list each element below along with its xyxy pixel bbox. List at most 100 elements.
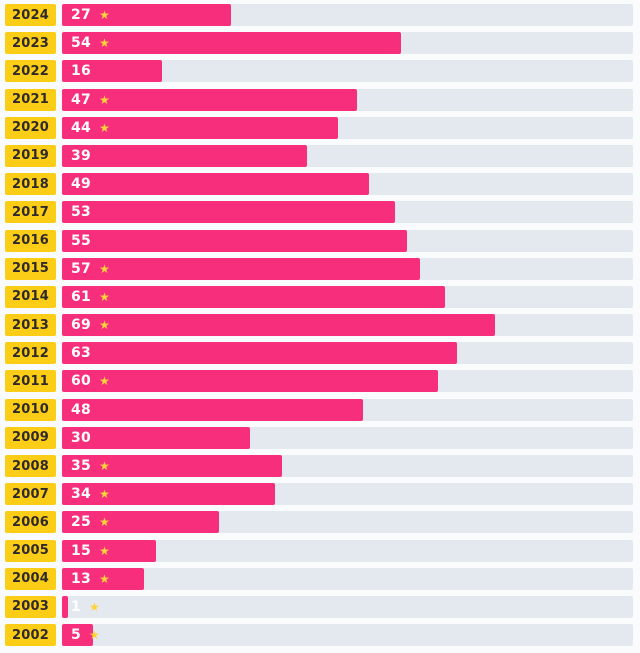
bar-value: 39 — [71, 147, 92, 164]
chart-row: 2006 25 ★ — [5, 511, 633, 534]
bar — [62, 483, 276, 506]
bar-track: 61 ★ — [62, 285, 633, 308]
year-label: 2021 — [5, 88, 56, 111]
chart-row: 2005 15 ★ — [5, 539, 633, 562]
star-icon: ★ — [99, 8, 110, 22]
year-label: 2015 — [5, 257, 56, 280]
bar-value-group: 35 ★ — [71, 455, 110, 477]
chart-row: 2010 48 — [5, 398, 633, 421]
bar-value-group: 49 — [71, 173, 91, 195]
bar — [62, 567, 144, 590]
bar-value-group: 63 — [71, 342, 91, 364]
bar-track: 27 ★ — [62, 4, 633, 26]
bar-value: 1 — [71, 598, 82, 615]
bar — [62, 173, 370, 196]
chart-row: 2014 61 ★ — [5, 285, 633, 308]
bar-value: 61 — [71, 288, 92, 305]
bar-value: 55 — [71, 232, 92, 249]
chart-row: 2015 57 ★ — [5, 257, 633, 280]
bar-value: 60 — [71, 373, 92, 390]
bar-value: 27 — [71, 7, 92, 23]
chart-row: 2018 49 — [5, 173, 633, 196]
chart-row: 2019 39 — [5, 144, 633, 167]
bar-value: 34 — [71, 486, 92, 503]
year-label: 2023 — [5, 32, 56, 55]
chart-row: 2024 27 ★ — [5, 4, 633, 26]
bar-track: 53 — [62, 201, 633, 224]
bar — [62, 285, 445, 308]
star-icon: ★ — [99, 92, 110, 107]
bar-track: 48 — [62, 398, 633, 421]
star-icon: ★ — [99, 289, 110, 304]
chart-row: 2012 63 — [5, 342, 633, 365]
chart-row: 2021 47 ★ — [5, 88, 633, 111]
bar — [62, 88, 357, 111]
bar-value-group: 60 ★ — [71, 370, 110, 392]
bar-track: 44 ★ — [62, 116, 633, 139]
bar-track: 39 — [62, 144, 633, 167]
bar — [62, 314, 495, 337]
year-label: 2020 — [5, 116, 56, 139]
bar — [62, 60, 163, 83]
bar-value: 54 — [71, 35, 92, 52]
bar-track: 13 ★ — [62, 567, 633, 590]
bar-value: 5 — [71, 627, 82, 644]
chart-row: 2013 69 ★ — [5, 314, 633, 337]
year-label: 2009 — [5, 426, 56, 449]
chart-row: 2022 16 — [5, 60, 633, 83]
year-label: 2011 — [5, 370, 56, 393]
chart-row: 2007 34 ★ — [5, 483, 633, 506]
chart-row: 2008 35 ★ — [5, 455, 633, 477]
bar-value-group: 5 ★ — [71, 624, 100, 646]
bar-track: 35 ★ — [62, 455, 633, 477]
year-label: 2005 — [5, 539, 56, 562]
bar — [62, 342, 458, 365]
bar-value: 57 — [71, 260, 92, 277]
star-icon: ★ — [99, 120, 110, 135]
year-label: 2017 — [5, 201, 56, 224]
bar-value: 25 — [71, 514, 92, 531]
bar-value-group: 69 ★ — [71, 314, 110, 336]
bar-value-group: 48 — [71, 399, 91, 421]
bar — [62, 4, 232, 26]
bar — [62, 539, 157, 562]
bar — [62, 144, 307, 167]
star-icon: ★ — [99, 318, 110, 333]
year-label: 2018 — [5, 173, 56, 196]
year-label: 2013 — [5, 314, 56, 337]
bar — [62, 511, 219, 534]
bar-track: 5 ★ — [62, 624, 633, 647]
bar-value: 47 — [71, 91, 92, 108]
star-icon: ★ — [99, 459, 110, 473]
year-label: 2006 — [5, 511, 56, 534]
bar-value: 35 — [71, 458, 92, 474]
bar — [62, 398, 364, 421]
bar — [62, 455, 282, 477]
bar-value-group: 13 ★ — [71, 568, 110, 590]
bar — [62, 426, 251, 449]
chart-row: 2011 60 ★ — [5, 370, 633, 393]
bar — [62, 116, 339, 139]
bar-track: 16 — [62, 60, 633, 83]
bar-value: 53 — [71, 204, 92, 221]
bar-value: 16 — [71, 63, 92, 80]
bar-track: 34 ★ — [62, 483, 633, 506]
bar-track: 54 ★ — [62, 32, 633, 55]
star-icon: ★ — [89, 628, 100, 643]
bar-value-group: 34 ★ — [71, 483, 110, 505]
bar — [62, 32, 401, 55]
chart-row: 2023 54 ★ — [5, 32, 633, 55]
bar-value-group: 39 — [71, 145, 91, 167]
year-label: 2012 — [5, 342, 56, 365]
bar-value-group: 53 — [71, 201, 91, 223]
chart-row: 2020 44 ★ — [5, 116, 633, 139]
bar-value: 13 — [71, 570, 92, 587]
year-label: 2010 — [5, 398, 56, 421]
bar-value-group: 55 — [71, 230, 91, 252]
year-label: 2014 — [5, 285, 56, 308]
bar-value-group: 61 ★ — [71, 286, 110, 308]
bar — [62, 201, 395, 224]
bar-track: 55 — [62, 229, 633, 252]
chart-row: 2003 1 ★ — [5, 595, 633, 618]
bar-value: 49 — [71, 176, 92, 193]
